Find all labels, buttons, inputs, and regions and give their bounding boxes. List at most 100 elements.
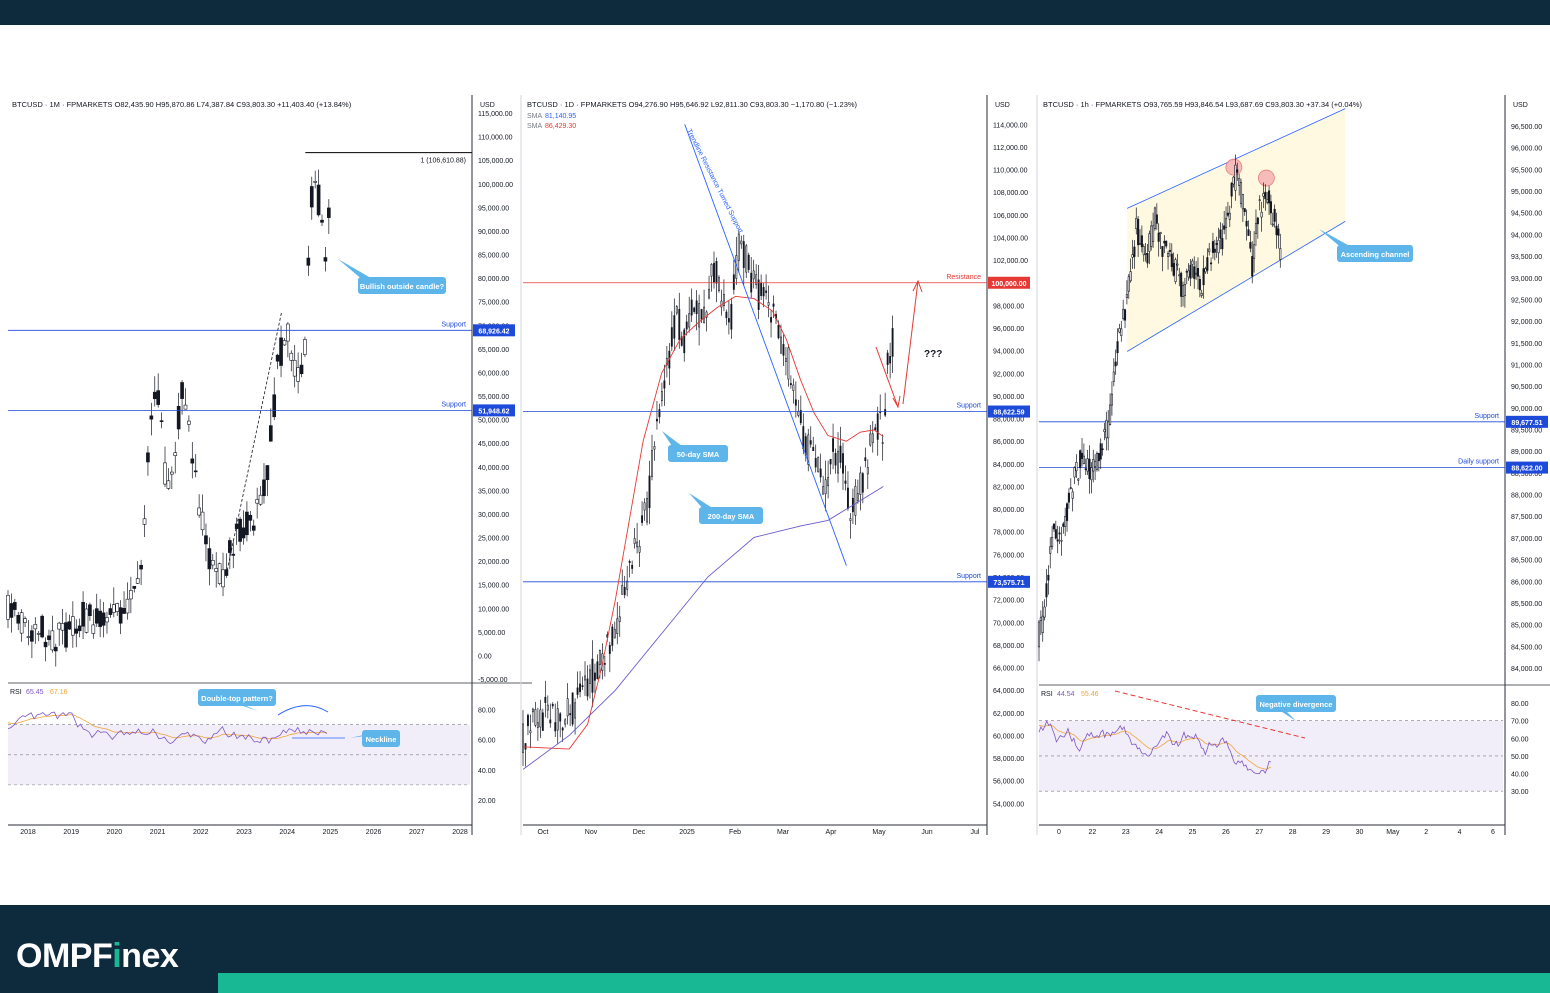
y-tick-label: 45,000.00 (478, 441, 509, 448)
candle-body (1221, 238, 1224, 250)
sma-50-line (522, 295, 884, 750)
y-tick-label: 92,500.00 (1511, 297, 1542, 304)
x-tick-label: 2026 (366, 829, 382, 836)
candle-body (1103, 429, 1106, 433)
candle-body (618, 616, 621, 622)
candle-body (231, 553, 236, 556)
candle-body (1223, 225, 1226, 230)
logo-text-pre: OMPF (16, 937, 113, 975)
candle-body (149, 415, 154, 420)
chart-header: BTCUSD · 1h · FPMARKETS O93,765.59 H93,8… (1043, 100, 1362, 109)
callout-200-sma-box (699, 507, 763, 524)
candle-body (861, 473, 864, 493)
candle-body (1047, 574, 1050, 581)
candle-body (613, 628, 616, 639)
candle-body (91, 624, 96, 634)
candle-body (807, 434, 810, 465)
x-tick-label: 28 (1289, 829, 1297, 836)
y-tick-label: 62,000.00 (993, 711, 1024, 718)
candle-body (299, 364, 304, 375)
candle-body (258, 494, 263, 505)
candle-body (593, 672, 596, 681)
candle-body (200, 511, 205, 531)
candle-body (789, 383, 792, 386)
y-tick-label: 85,000.00 (1511, 623, 1542, 630)
candle-body (847, 487, 849, 509)
candle-body (698, 303, 701, 328)
y-tick-label: 88,000.00 (993, 417, 1024, 424)
rsi-ma-value: 55.46 (1081, 691, 1099, 698)
candle-body (529, 730, 532, 734)
channel-upper-line (1126, 108, 1346, 209)
candle-body (1116, 341, 1119, 354)
candle-body (871, 433, 874, 444)
candle-body (1167, 253, 1170, 257)
y-tick-label: 84,000.00 (1511, 666, 1542, 673)
candle-body (1052, 523, 1056, 530)
candle-body (839, 445, 842, 463)
candle-body (33, 623, 38, 630)
candle-body (217, 563, 222, 584)
y-tick-label: 96,500.00 (1511, 124, 1542, 131)
rsi-tick-label: 20.00 (478, 798, 496, 805)
candle-body (864, 457, 867, 461)
candle-body (170, 471, 174, 475)
candle-body (241, 527, 246, 539)
candle-body (1105, 419, 1108, 439)
candle-body (777, 324, 780, 339)
candle-body (765, 290, 768, 293)
y-tick-label: 94,500.00 (1511, 211, 1542, 218)
y-tick-label: 20,000.00 (478, 559, 509, 566)
candle-body (626, 580, 629, 590)
callout-neckline-box (362, 730, 400, 747)
x-tick-label: 2020 (107, 829, 123, 836)
y-tick-label: 95,500.00 (1511, 167, 1542, 174)
candle-body (1213, 248, 1216, 253)
candle-body (740, 240, 743, 245)
y-tick-label: 76,000.00 (993, 552, 1024, 559)
candle-body (720, 300, 723, 308)
candle-body (824, 479, 827, 495)
candle-body (245, 511, 249, 536)
x-tick-label: 25 (1189, 829, 1197, 836)
candle-body (1082, 455, 1085, 464)
chart-header: BTCUSD · 1M · FPMARKETS O82,435.90 H95,8… (12, 100, 352, 109)
x-tick-label: 2022 (193, 829, 209, 836)
y-tick-label: 96,000.00 (993, 326, 1024, 333)
candle-body (289, 352, 294, 361)
candle-body (564, 719, 567, 725)
candle-body (1114, 361, 1117, 367)
candle-body (94, 608, 99, 624)
candle-body (71, 616, 75, 636)
y-tick-label: 96,000.00 (1511, 146, 1542, 153)
candle-body (1138, 243, 1142, 245)
candle-body (876, 413, 879, 440)
candle-body (1041, 615, 1044, 634)
x-tick-label: 0 (1057, 829, 1061, 836)
y-tick-label: 5,000.00 (478, 630, 505, 637)
candle-body (742, 241, 745, 268)
x-tick-label: 2028 (452, 829, 468, 836)
candle-body (1269, 201, 1272, 214)
candle-body (571, 692, 574, 725)
y-tick-label: 90,000.00 (1511, 406, 1542, 413)
candle-body (623, 587, 626, 596)
y-tick-label: 56,000.00 (993, 779, 1024, 786)
candle-body (214, 568, 219, 572)
logo-text-accent: i (112, 937, 122, 975)
price-tag-label: 100,000.00 (991, 281, 1026, 288)
candle-body (678, 309, 681, 341)
candle-body (1122, 308, 1125, 319)
x-tick-label: 2018 (20, 829, 36, 836)
candle-body (1224, 218, 1228, 228)
y-tick-label: 54,000.00 (993, 801, 1024, 808)
candle-body (591, 658, 594, 693)
x-tick-label: 2025 (679, 829, 695, 836)
candle-body (569, 713, 572, 716)
callout-outside-candle-box (358, 277, 446, 294)
candle-body (556, 708, 559, 731)
candle-body (1086, 458, 1089, 472)
candle-body (1066, 503, 1069, 521)
candle-body (1271, 223, 1274, 226)
trendline-label: Trendline Resistance Turned Support (685, 128, 744, 234)
